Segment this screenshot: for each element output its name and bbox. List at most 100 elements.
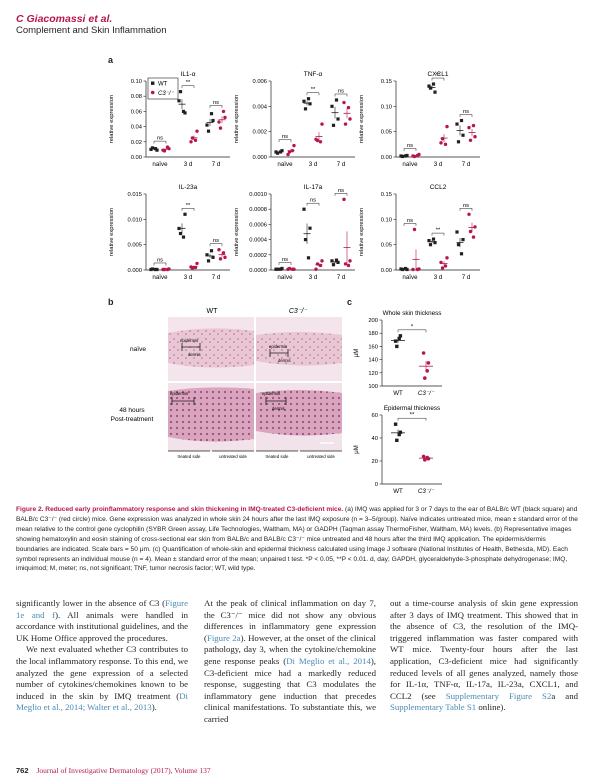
significance-label: ns (338, 188, 344, 194)
significance-bracket (153, 262, 167, 266)
data-point-wt (211, 118, 215, 123)
plot-il1a: IL1-α relative expression 0.00 0.02 0.04 0.06… (109, 71, 230, 168)
y-tick-label: 0.0006 (249, 222, 267, 228)
citation-link[interactable]: Di Meglio et al., 2014; Walter et al., 2… (16, 690, 188, 713)
text-column-2: At the peak of clinical inflammation on … (204, 598, 376, 726)
x-tick-label: naïve (277, 274, 293, 281)
y-axis-label: relative expression (109, 208, 115, 256)
y-tick-label: 100 (368, 384, 378, 390)
legend-marker-c3 (150, 90, 155, 95)
y-tick-label: 0.10 (131, 79, 142, 85)
data-point-c3 (221, 109, 226, 114)
data-point-wt (393, 339, 398, 343)
data-point-wt (433, 90, 437, 94)
data-point-c3 (445, 256, 449, 260)
data-point-c3 (415, 153, 420, 158)
plot-il23a: IL-23a relative expression 0.000 0.005 0.010… (109, 184, 230, 281)
significance-label: ns (157, 136, 163, 142)
data-point-c3 (440, 137, 445, 141)
x-tick-label: 3 d (434, 161, 443, 168)
label-dermis-2: dermis (278, 358, 291, 363)
data-point-c3 (190, 266, 195, 270)
data-point-c3 (445, 124, 449, 129)
text-run: ). All animals were handled in accordanc… (16, 609, 188, 643)
plot-cxcl1: CXCL1 relative expression 0.00 0.05 0.10 0.15… (359, 71, 480, 168)
data-point-wt (336, 117, 340, 121)
data-point-wt (395, 344, 399, 349)
data-point-wt (278, 267, 283, 271)
y-tick-label: 0.15 (381, 192, 392, 198)
y-tick-label: 0.06 (131, 109, 142, 115)
data-point-c3 (221, 251, 226, 255)
citation-link[interactable]: Supplementary Figure S2 (445, 690, 552, 701)
data-point-wt (427, 84, 431, 88)
significance-bracket (334, 193, 348, 196)
significance-bracket (459, 208, 473, 211)
y-tick-label: 0.000 (252, 155, 267, 161)
x-tick-label: naïve (402, 161, 418, 168)
plot-tnfa: TNF-α relative expression 0.000 0.002 0.004 0… (234, 71, 355, 168)
data-point-c3 (318, 263, 323, 268)
y-tick-label: 0.0004 (249, 238, 268, 244)
data-point-wt (177, 226, 181, 231)
significance-label: ** (186, 80, 191, 86)
x-tick-label: 3 d (184, 161, 193, 168)
data-point-wt (336, 260, 340, 264)
data-point-wt (209, 249, 214, 253)
y-tick-label: 0.00 (381, 155, 392, 161)
panel-letter-c: c (347, 297, 353, 307)
x-tick-label: naïve (402, 274, 418, 281)
data-point-wt (331, 123, 336, 127)
text-column-3: out a time-course analysis of skin gene … (390, 598, 578, 714)
running-head-authors: C Giacomassi et al. (16, 13, 113, 25)
data-point-c3 (471, 123, 476, 128)
histology-row-48h: 48 hours (119, 407, 145, 414)
x-tick-label: naïve (152, 161, 168, 168)
data-point-c3 (440, 266, 445, 270)
data-point-c3 (318, 140, 323, 144)
data-point-c3 (218, 126, 223, 130)
data-point-wt (395, 438, 399, 442)
y-tick-label: 0.08 (131, 94, 142, 100)
significance-label: ** (436, 73, 441, 79)
significance-bracket (397, 329, 427, 333)
data-point-wt (459, 118, 464, 123)
data-point-c3 (286, 152, 290, 157)
data-point-wt (461, 238, 465, 242)
plot-title: IL-23a (179, 184, 198, 191)
significance-bracket (209, 105, 223, 108)
citation-link[interactable]: Figure 2a (206, 632, 241, 643)
data-point-wt (393, 422, 398, 426)
data-point-wt (206, 259, 211, 263)
data-point-c3 (412, 154, 417, 159)
data-point-wt (427, 239, 431, 243)
x-tick-label: 7 d (212, 161, 221, 168)
significance-label: * (411, 324, 414, 330)
x-tick-label: 3 d (309, 274, 318, 281)
y-tick-label: 0.006 (252, 79, 267, 85)
significance-label: ** (410, 413, 415, 419)
data-point-c3 (346, 105, 351, 110)
figure-caption: Figure 2. Reduced early proinflammatory … (16, 505, 578, 574)
plot-title: Whole skin thickness (383, 310, 442, 317)
data-point-c3 (189, 140, 193, 144)
data-point-wt (455, 230, 459, 234)
significance-bracket (209, 243, 223, 247)
citation-link[interactable]: Figure 1e and f (16, 598, 188, 620)
significance-label: ns (310, 198, 316, 204)
citation-link[interactable]: Supplementary Table S1 (390, 702, 477, 713)
data-point-c3 (423, 376, 427, 380)
citation-link[interactable]: Di Meglio et al., 2014 (286, 655, 371, 666)
label-treated-wt: treated side (178, 454, 202, 459)
y-tick-label: 0.04 (131, 125, 143, 131)
data-point-wt (178, 90, 183, 94)
data-point-wt (431, 237, 436, 241)
y-tick-label: 0.0002 (249, 253, 267, 259)
data-point-wt (302, 207, 306, 211)
body-text: significantly lower in the absence of C3… (16, 598, 578, 763)
y-tick-label: 0.0000 (249, 268, 267, 274)
plot-title: CXCL1 (428, 71, 449, 78)
figure-2: a b c IL1-α relative expression 0.00 0.02 0.… (0, 50, 594, 500)
data-point-wt (183, 212, 187, 216)
legend-label-c3: C3⁻/⁻ (158, 91, 175, 97)
